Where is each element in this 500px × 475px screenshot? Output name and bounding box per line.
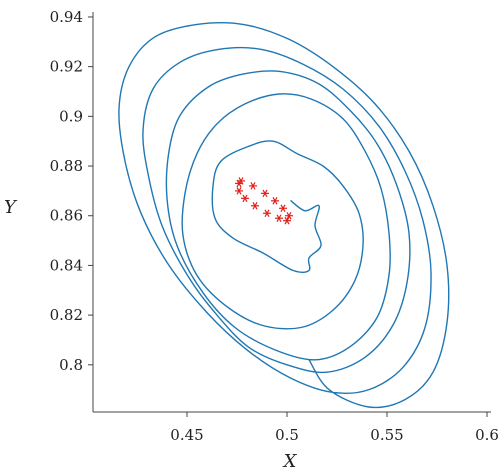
y-tick-label: 0.86 bbox=[50, 207, 83, 225]
marker-point bbox=[263, 209, 271, 218]
series-layer bbox=[118, 22, 450, 409]
marker-point bbox=[235, 187, 243, 195]
y-tick-label: 0.92 bbox=[50, 58, 83, 76]
y-tick-label: 0.94 bbox=[50, 8, 83, 26]
marker-point bbox=[271, 197, 279, 205]
marker-point bbox=[251, 202, 259, 210]
marker-point bbox=[283, 216, 291, 225]
marker-point bbox=[275, 214, 283, 222]
y-tick-label: 0.8 bbox=[59, 356, 83, 374]
x-ticks: 0.45 0.5 0.55 0.6 bbox=[170, 412, 499, 444]
y-tick-label: 0.82 bbox=[50, 306, 83, 324]
marker-point bbox=[235, 179, 243, 188]
marker-point bbox=[279, 204, 287, 213]
y-axis-title: Y bbox=[4, 197, 18, 218]
x-tick-label: 0.6 bbox=[475, 426, 499, 444]
y-tick-label: 0.84 bbox=[50, 256, 83, 274]
marker-point bbox=[249, 182, 257, 190]
x-tick-label: 0.5 bbox=[275, 426, 299, 444]
marker-point bbox=[241, 194, 249, 203]
trajectory-line-0 bbox=[118, 22, 450, 409]
y-tick-label: 0.9 bbox=[59, 107, 83, 125]
y-tick-label: 0.88 bbox=[50, 157, 83, 175]
x-tick-label: 0.55 bbox=[370, 426, 403, 444]
x-axis-title: X bbox=[282, 451, 298, 472]
plot-area: 0.80.820.840.860.880.90.920.94 0.45 0.5 0.… bbox=[50, 8, 499, 444]
y-ticks: 0.8 0.82 0.84 0.86 0.88 0.9 0.92 0.94 bbox=[50, 8, 93, 374]
marker-point bbox=[285, 211, 293, 220]
marker-point bbox=[261, 189, 269, 198]
x-tick-label: 0.45 bbox=[170, 426, 203, 444]
